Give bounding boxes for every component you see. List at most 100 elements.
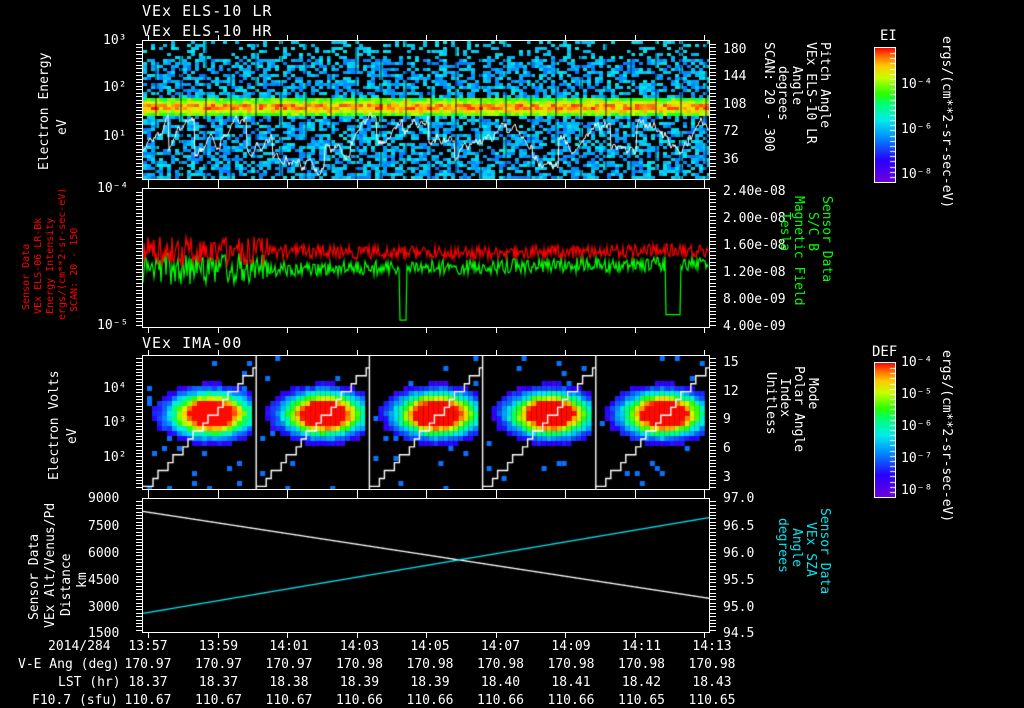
axis-tick	[710, 446, 716, 447]
axis-tick	[136, 51, 142, 52]
axis-tick	[136, 152, 142, 153]
axis-tick	[710, 477, 716, 478]
axis-tick	[710, 439, 716, 440]
axis-tick	[136, 419, 142, 420]
axis-tick	[710, 555, 716, 556]
axis-tick	[496, 328, 497, 333]
axis-tick	[710, 576, 716, 577]
colorbar1-gradient[interactable]	[874, 47, 896, 183]
axis-tick	[136, 609, 142, 610]
axis-tick	[136, 297, 142, 298]
axis-tick	[136, 262, 142, 263]
axis-tick	[136, 237, 142, 238]
axis-tick	[710, 487, 716, 488]
axis-tick	[136, 202, 142, 203]
axis-tick	[710, 206, 716, 207]
panel4-right-label-2: VEx SZA	[803, 522, 818, 577]
axis-tick	[710, 135, 716, 136]
panel2-line-plot[interactable]	[142, 188, 710, 328]
axis-tick	[710, 453, 716, 454]
axis-tick	[710, 545, 716, 546]
axis-tick	[136, 630, 142, 631]
axis-tick	[136, 61, 142, 62]
axis-tick	[710, 138, 716, 139]
panel3-ylabel-1: Electron Volts	[47, 370, 62, 480]
panel2-canvas	[143, 189, 709, 327]
axis-tick	[710, 501, 716, 502]
axis-tick	[710, 456, 716, 457]
axis-tick	[287, 633, 288, 638]
axis-tick	[136, 501, 142, 502]
axis-tick	[136, 72, 142, 73]
colorbar1-tick-1: 10⁻⁶	[901, 122, 933, 137]
panel3-right-label-4: Unitless	[763, 372, 778, 435]
axis-tick	[710, 572, 716, 573]
colorbar2-gradient[interactable]	[874, 362, 896, 498]
axis-tick	[136, 135, 142, 136]
axis-tick	[710, 65, 716, 66]
colorbar1-tick-0: 10⁻⁴	[901, 77, 933, 92]
colorbar1-units: ergs/(cm**2-sr-sec-eV)	[939, 36, 954, 209]
axis-tick	[136, 606, 142, 607]
axis-tick	[710, 369, 716, 370]
bottom-ve-ang-1: 170.97	[195, 657, 242, 672]
bottom-time-6: 14:09	[551, 639, 591, 654]
axis-tick	[136, 599, 142, 600]
axis-tick	[704, 633, 705, 638]
axis-tick	[357, 493, 358, 498]
axis-tick	[136, 220, 142, 221]
axis-tick	[496, 490, 497, 495]
axis-tick	[710, 124, 716, 125]
panel1-canvas	[143, 41, 709, 179]
axis-tick	[710, 79, 716, 80]
bottom-row-label-ve-ang: V-E Ang (deg)	[18, 657, 120, 672]
axis-tick	[565, 328, 566, 333]
colorbar2-tick-3: 10⁻⁷	[901, 451, 933, 466]
axis-tick	[635, 183, 636, 188]
axis-tick	[136, 300, 142, 301]
axis-tick	[710, 599, 716, 600]
axis-tick	[710, 237, 716, 238]
axis-tick	[710, 409, 716, 410]
axis-tick	[710, 86, 716, 87]
bottom-lst-0: 18.37	[128, 675, 168, 690]
panel2-right-label-3: Magnetic Field	[791, 196, 806, 306]
colorbar2-tick-1: 10⁻⁵	[901, 387, 933, 402]
axis-tick	[710, 283, 716, 284]
axis-tick	[710, 192, 716, 193]
axis-tick	[357, 633, 358, 638]
axis-tick	[136, 248, 142, 249]
axis-tick	[136, 258, 142, 259]
axis-tick	[710, 582, 716, 583]
panel4-line-plot[interactable]	[142, 498, 710, 633]
axis-tick	[136, 470, 142, 471]
axis-tick	[136, 562, 142, 563]
panel4-right-ytick-2: 96.0	[723, 546, 755, 561]
axis-tick	[287, 180, 288, 185]
axis-tick	[136, 412, 142, 413]
axis-tick	[426, 183, 427, 188]
axis-tick	[710, 372, 716, 373]
axis-tick	[357, 183, 358, 188]
bottom-lst-7: 18.42	[621, 675, 662, 690]
axis-tick	[136, 213, 142, 214]
axis-tick	[710, 68, 716, 69]
panel4-right-ytick-3: 95.5	[723, 573, 755, 588]
axis-tick	[218, 180, 219, 185]
axis-tick	[136, 230, 142, 231]
panel3-spectrogram[interactable]	[142, 355, 710, 490]
axis-tick	[136, 399, 142, 400]
axis-tick	[710, 279, 716, 280]
axis-tick	[136, 362, 142, 363]
axis-tick	[136, 539, 142, 540]
axis-tick	[710, 209, 716, 210]
axis-tick	[710, 47, 716, 48]
bottom-ve-ang-4: 170.98	[406, 657, 454, 672]
axis-tick	[136, 466, 142, 467]
axis-tick	[704, 35, 705, 40]
colorbar2-tick-0: 10⁻⁴	[901, 355, 933, 370]
panel1-spectrogram[interactable]	[142, 40, 710, 180]
panel1-ylabel-2: eV	[55, 119, 70, 135]
axis-tick	[710, 626, 716, 627]
panel4-left-label-4: km	[75, 572, 90, 588]
